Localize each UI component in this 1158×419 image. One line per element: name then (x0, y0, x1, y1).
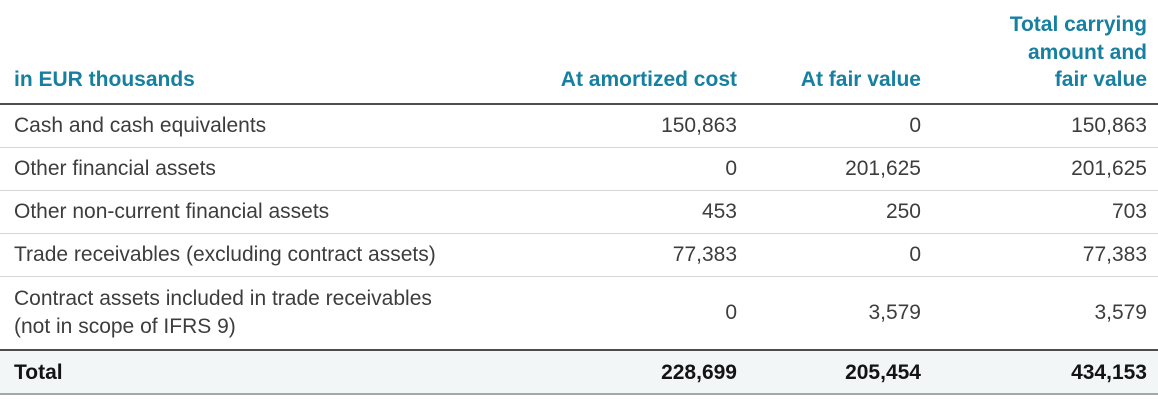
table-row: Cash and cash equivalents 150,863 0 150,… (0, 104, 1158, 148)
table-row: Other non-current financial assets 453 2… (0, 190, 1158, 234)
row-label: Other financial assets (0, 147, 500, 191)
row-label: Contract assets included in trade receiv… (0, 276, 500, 351)
fair-value-cell: 0 (737, 104, 921, 148)
row-label: Other non-current financial assets (0, 190, 500, 234)
total-row-label: Total (0, 349, 500, 396)
table-row: Trade receivables (excluding contract as… (0, 233, 1158, 277)
financial-assets-table: in EUR thousands At amortized cost At fa… (0, 2, 1158, 396)
total-carrying-total-cell: 434,153 (921, 349, 1158, 396)
total-carrying-cell: 150,863 (921, 104, 1158, 148)
col-header-amortized-cost: At amortized cost (500, 2, 737, 105)
col-header-total-carrying: Total carrying amount and fair value (921, 2, 1158, 105)
table-row: Contract assets included in trade receiv… (0, 276, 1158, 351)
table-body: Cash and cash equivalents 150,863 0 150,… (0, 104, 1158, 396)
header-row: in EUR thousands At amortized cost At fa… (0, 2, 1158, 105)
amortized-cost-cell: 150,863 (500, 104, 737, 148)
total-amortized-cost-cell: 228,699 (500, 349, 737, 396)
unit-label: in EUR thousands (0, 2, 500, 105)
total-fair-value-cell: 205,454 (737, 349, 921, 396)
fair-value-cell: 201,625 (737, 147, 921, 191)
col-header-fair-value: At fair value (737, 2, 921, 105)
row-label: Trade receivables (excluding contract as… (0, 233, 500, 277)
table-row: Other financial assets 0 201,625 201,625 (0, 147, 1158, 191)
total-carrying-cell: 201,625 (921, 147, 1158, 191)
total-carrying-cell: 3,579 (921, 276, 1158, 351)
amortized-cost-cell: 0 (500, 147, 737, 191)
amortized-cost-cell: 77,383 (500, 233, 737, 277)
amortized-cost-cell: 453 (500, 190, 737, 234)
fair-value-cell: 0 (737, 233, 921, 277)
fair-value-cell: 250 (737, 190, 921, 234)
total-carrying-cell: 703 (921, 190, 1158, 234)
total-row: Total 228,699 205,454 434,153 (0, 349, 1158, 396)
table-header: in EUR thousands At amortized cost At fa… (0, 2, 1158, 105)
fair-value-cell: 3,579 (737, 276, 921, 351)
total-carrying-cell: 77,383 (921, 233, 1158, 277)
amortized-cost-cell: 0 (500, 276, 737, 351)
row-label: Cash and cash equivalents (0, 104, 500, 148)
carrying-amount-table: in EUR thousands At amortized cost At fa… (0, 2, 1158, 396)
